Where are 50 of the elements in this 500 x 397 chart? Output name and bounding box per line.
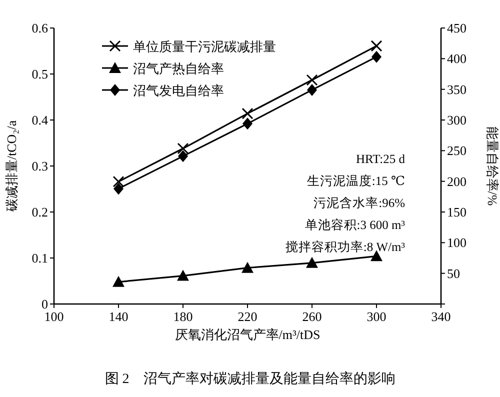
y2-tick-label: 250 xyxy=(447,143,466,158)
point xyxy=(177,270,189,281)
point xyxy=(242,262,254,273)
point xyxy=(112,276,124,287)
x-axis-title: 厌氧消化沼气产率/m³/tDS xyxy=(174,327,320,342)
point xyxy=(372,50,382,63)
y-tick-label: 0.1 xyxy=(32,250,48,266)
point xyxy=(242,118,252,130)
y-tick-label: 0.5 xyxy=(32,66,48,82)
point xyxy=(306,74,318,86)
x-tick-label: 260 xyxy=(302,309,322,324)
point xyxy=(242,108,254,120)
annotation: 污泥含水率:96% xyxy=(314,195,405,210)
y2-tick-label: 150 xyxy=(447,204,466,220)
annotation: HRT:25 d xyxy=(356,152,406,166)
x-tick-label: 340 xyxy=(431,309,451,324)
point xyxy=(306,256,318,268)
y-axis-title: 碳减排量/tCO₂/a xyxy=(4,120,19,213)
caption: 图 2 沼气产率对碳减排量及能量自给率的影响 xyxy=(104,371,396,387)
y-tick-label: 0.6 xyxy=(32,20,48,36)
y-tick-label: 0.3 xyxy=(32,158,48,174)
legend-label: 单位质量干污泥碳减排量 xyxy=(133,39,276,54)
x-tick-label: 180 xyxy=(173,309,193,324)
x-tick-label: 300 xyxy=(366,309,386,324)
point xyxy=(177,142,189,154)
point xyxy=(114,182,124,195)
point xyxy=(178,150,188,162)
y2-tick-label: 450 xyxy=(447,20,466,36)
legend-label: 沼气发电自给率 xyxy=(133,83,224,98)
annotation: 单池容积:3 600 m³ xyxy=(304,217,406,232)
y2-tick-label: 300 xyxy=(447,112,466,128)
y2-tick-label: 350 xyxy=(447,82,466,97)
x-tick-label: 100 xyxy=(44,309,64,324)
x-tick-label: 140 xyxy=(108,309,128,324)
x-tick-label: 220 xyxy=(238,309,258,324)
point xyxy=(370,250,382,262)
annotation: 搅拌容积功率:8 W/m³ xyxy=(285,239,406,254)
y-tick-label: 0.4 xyxy=(32,112,48,128)
y-tick-label: 0 xyxy=(42,296,48,312)
point xyxy=(112,176,124,188)
y2-tick-label: 50 xyxy=(447,266,460,281)
y2-tick-label: 400 xyxy=(447,51,466,66)
annotation: 生污泥温度:15 ℃ xyxy=(306,173,406,188)
y2-tick-label: 200 xyxy=(447,174,466,189)
y-tick-label: 0.2 xyxy=(32,204,48,220)
y2-axis-title: 能量自给率/% xyxy=(485,126,500,206)
y2-tick-label: 100 xyxy=(447,235,466,250)
point xyxy=(370,40,382,52)
legend-label: 沼气产热自给率 xyxy=(133,61,224,76)
point xyxy=(307,84,317,96)
